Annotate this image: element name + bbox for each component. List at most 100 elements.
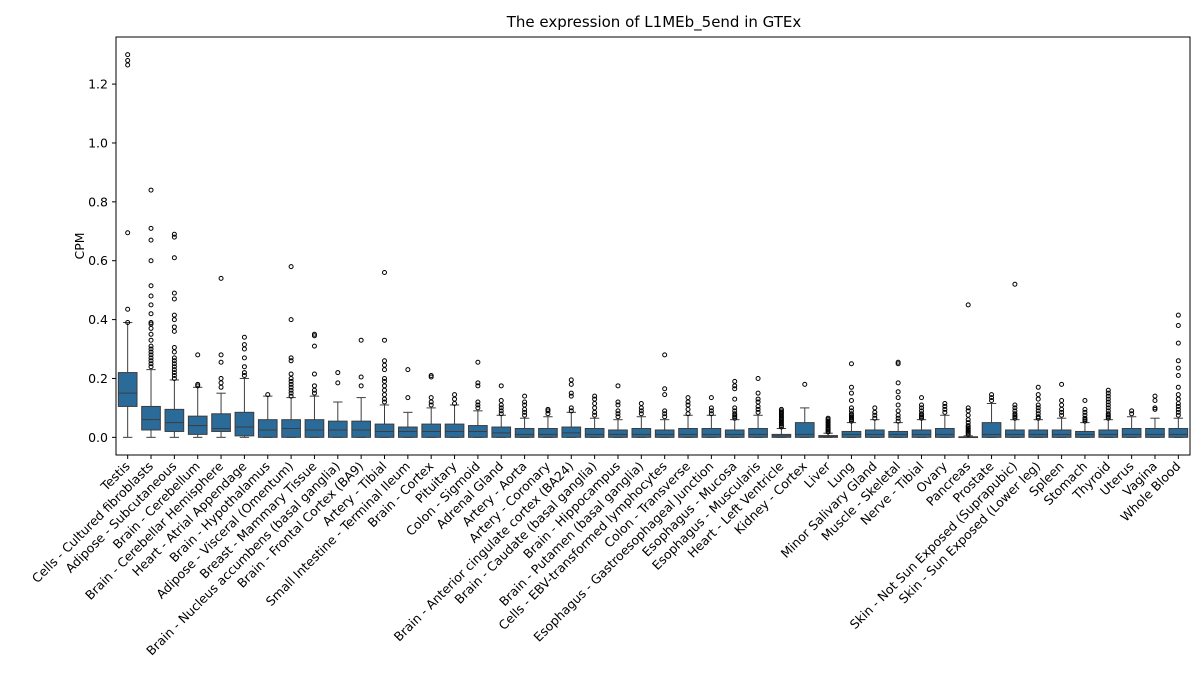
outlier-point (732, 396, 738, 402)
outlier-point (288, 317, 294, 323)
outlier-point (218, 352, 224, 358)
outlier-point (545, 406, 551, 412)
box-group (327, 370, 348, 438)
iqr-box (374, 423, 395, 438)
box-group (1028, 384, 1049, 438)
outlier-point (1012, 405, 1018, 411)
axes-frame (115, 36, 1191, 456)
outlier-point (382, 399, 387, 405)
outlier-point (148, 349, 154, 355)
outlier-point (148, 283, 154, 289)
box-group (421, 373, 442, 438)
outlier-point (755, 409, 761, 415)
outlier-point (685, 406, 691, 412)
iqr-box (234, 411, 255, 437)
outlier-point (615, 414, 621, 420)
box-group (398, 367, 418, 438)
outlier-point (428, 373, 434, 379)
outlier-point (965, 405, 971, 411)
outlier-point (195, 352, 201, 358)
outlier-point (1012, 281, 1018, 287)
outlier-point (335, 380, 341, 386)
iqr-box (491, 426, 512, 438)
outlier-point (919, 411, 924, 417)
outlier-point (218, 384, 224, 390)
outlier-point (1105, 396, 1111, 402)
outlier-point (288, 381, 294, 387)
outlier-point (1175, 358, 1181, 364)
outlier-point (1152, 405, 1158, 411)
box-group (864, 405, 885, 438)
outlier-point (241, 373, 247, 379)
outlier-point (148, 358, 154, 364)
outlier-point (405, 367, 411, 373)
outlier-point (148, 343, 154, 349)
outlier-point (148, 331, 154, 337)
box-group (771, 406, 792, 438)
outlier-point (288, 355, 294, 361)
outlier-point (895, 418, 901, 424)
outlier-point (1152, 398, 1158, 404)
outlier-point (755, 375, 761, 381)
outlier-point (1035, 408, 1041, 414)
outlier-point (428, 402, 434, 408)
outlier-point (1035, 411, 1041, 417)
outlier-point (241, 346, 247, 352)
iqr-box (351, 420, 371, 438)
outlier-point (1082, 409, 1088, 415)
iqr-box (935, 428, 955, 438)
outlier-point (1082, 398, 1088, 404)
outlier-point (288, 358, 294, 364)
box-group (888, 359, 908, 438)
outlier-point (662, 352, 668, 358)
box-group (561, 377, 582, 438)
outlier-point (919, 408, 924, 414)
outlier-point (452, 392, 458, 398)
outlier-point (1059, 402, 1065, 408)
box-group (374, 269, 395, 438)
outlier-point (1175, 312, 1181, 318)
outlier-point (848, 405, 854, 411)
outlier-point (148, 237, 154, 243)
outlier-point (732, 405, 738, 411)
outlier-point (942, 406, 948, 412)
outlier-point (171, 364, 177, 370)
outlier-point (148, 258, 154, 264)
y-tick-label: 0.8 (88, 194, 108, 209)
outlier-point (848, 411, 854, 417)
outlier-point (1152, 393, 1158, 399)
outlier-point (568, 393, 574, 399)
outlier-point (125, 320, 131, 326)
outlier-point (1059, 412, 1065, 418)
outlier-point (1175, 384, 1181, 390)
outlier-point (148, 311, 154, 317)
outlier-point (1105, 402, 1111, 408)
outlier-point (311, 390, 317, 396)
outlier-point (382, 367, 387, 373)
outlier-point (1035, 384, 1041, 390)
y-axis-label: CPM (72, 232, 87, 259)
iqr-box (1145, 428, 1165, 438)
outlier-point (732, 408, 738, 414)
outlier-point (662, 411, 668, 417)
outlier-point (755, 390, 761, 396)
box-group (234, 334, 255, 438)
outlier-point (942, 403, 948, 409)
outlier-point (662, 392, 668, 398)
outlier-point (1035, 392, 1041, 398)
outlier-point (732, 386, 738, 392)
outlier-point (218, 359, 224, 365)
outlier-point (148, 320, 154, 326)
box-group (117, 52, 138, 438)
outlier-point (1059, 381, 1065, 387)
outlier-point (382, 358, 387, 364)
plot-area (117, 52, 1189, 439)
box-group (724, 378, 745, 438)
box-group (981, 392, 1002, 438)
iqr-box (748, 428, 768, 438)
iqr-box (444, 423, 465, 438)
outlier-point (148, 325, 154, 331)
box-group (491, 383, 512, 438)
